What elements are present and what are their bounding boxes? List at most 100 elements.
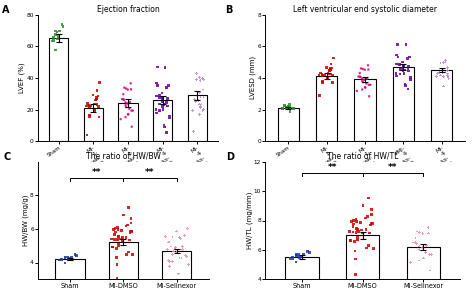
Point <box>416 230 424 235</box>
Point <box>352 257 359 261</box>
Point <box>169 235 176 239</box>
Point <box>155 95 163 100</box>
Point <box>329 56 337 60</box>
Point <box>195 102 203 106</box>
Point <box>183 226 191 231</box>
Point <box>124 87 132 92</box>
Point <box>413 229 421 234</box>
Point <box>437 61 445 65</box>
Point <box>52 32 59 37</box>
Point <box>61 260 69 265</box>
Point <box>165 264 173 269</box>
Point <box>326 68 334 73</box>
Point <box>114 238 121 242</box>
Point <box>394 55 401 59</box>
Point <box>167 244 175 249</box>
Point <box>93 88 101 93</box>
Point <box>407 260 414 265</box>
Point <box>393 42 401 46</box>
Point <box>197 104 205 109</box>
Point <box>444 73 451 78</box>
Point <box>95 115 103 119</box>
Point <box>353 226 360 231</box>
Point <box>396 72 403 76</box>
Point <box>411 236 419 240</box>
Point <box>122 235 130 240</box>
Point <box>368 212 375 217</box>
Point <box>349 230 356 235</box>
Point <box>93 96 100 101</box>
Point <box>54 37 61 41</box>
Point <box>198 102 205 106</box>
Point <box>127 216 135 221</box>
Point <box>64 255 71 259</box>
Point <box>442 70 449 74</box>
Point <box>61 255 69 260</box>
Point <box>191 98 198 102</box>
Point <box>190 129 197 134</box>
Point <box>66 256 73 261</box>
Point <box>319 79 327 84</box>
Text: A: A <box>2 5 9 15</box>
Point <box>319 73 327 78</box>
Point <box>399 66 406 71</box>
Point <box>290 106 297 111</box>
Point <box>281 103 289 108</box>
Point <box>154 83 162 88</box>
Point <box>400 69 407 74</box>
Bar <box>55 259 84 294</box>
Point <box>199 76 206 81</box>
Bar <box>188 95 207 141</box>
Point <box>428 252 436 257</box>
Point <box>128 229 136 234</box>
Point <box>444 74 452 79</box>
Point <box>296 255 303 260</box>
Point <box>358 230 366 235</box>
Point <box>128 221 135 225</box>
Point <box>200 107 207 112</box>
Point <box>126 238 133 243</box>
Point <box>120 213 128 217</box>
Point <box>161 65 169 70</box>
Point <box>129 252 137 257</box>
Point <box>159 96 166 101</box>
Point <box>193 71 201 76</box>
Point <box>119 238 127 243</box>
Point <box>400 71 408 76</box>
Point <box>279 106 286 111</box>
Point <box>324 71 332 76</box>
Point <box>351 239 358 244</box>
Point <box>300 252 307 257</box>
Bar <box>355 79 375 141</box>
Point <box>170 249 177 253</box>
Point <box>196 78 204 83</box>
Point <box>200 77 208 82</box>
Point <box>360 77 368 82</box>
Point <box>119 97 127 101</box>
Point <box>173 250 180 255</box>
Point <box>129 108 137 113</box>
Point <box>122 105 130 109</box>
Point <box>111 232 118 237</box>
Point <box>159 104 166 108</box>
Bar <box>285 257 319 294</box>
Point <box>86 113 93 117</box>
Point <box>124 223 131 227</box>
Point <box>118 97 126 101</box>
Point <box>318 72 326 77</box>
Bar <box>431 70 452 141</box>
Point <box>327 68 334 72</box>
Point <box>357 66 365 71</box>
Point <box>409 240 417 245</box>
Point <box>359 203 367 208</box>
Point <box>298 254 305 259</box>
Point <box>127 81 135 86</box>
Title: The ratio of HW/TL: The ratio of HW/TL <box>327 152 398 161</box>
Point <box>286 102 293 107</box>
Point <box>113 276 121 281</box>
Point <box>349 224 357 229</box>
Point <box>352 230 360 235</box>
Point <box>94 94 102 98</box>
Point <box>122 224 130 228</box>
Point <box>49 38 57 43</box>
